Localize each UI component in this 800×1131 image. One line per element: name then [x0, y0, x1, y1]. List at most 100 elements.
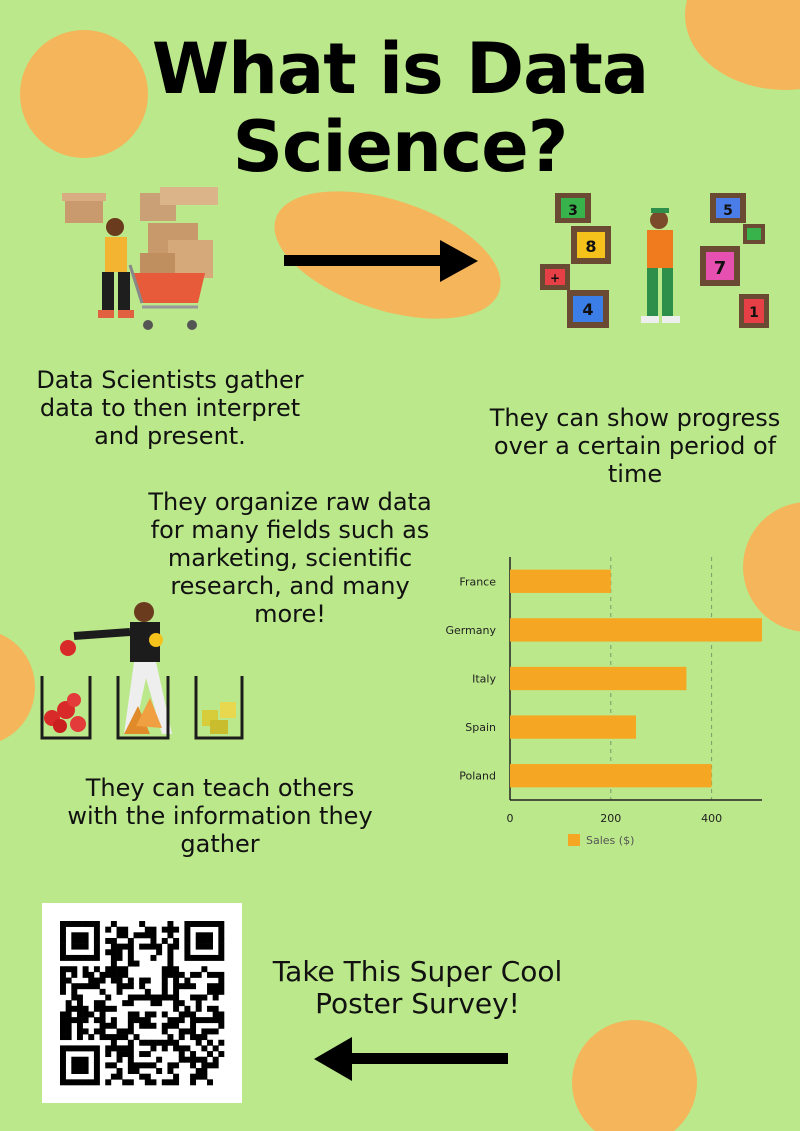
qr-module	[127, 977, 134, 984]
qr-module	[105, 1034, 112, 1041]
qr-module	[127, 937, 134, 944]
qr-module	[212, 954, 219, 961]
category-label: Italy	[472, 673, 496, 686]
qr-module	[71, 921, 78, 927]
qr-module	[76, 983, 83, 990]
category-label: Spain	[465, 721, 496, 734]
x-tick-label: 400	[701, 812, 722, 825]
qr-module	[218, 926, 225, 933]
qr-module	[173, 926, 180, 933]
qr-module	[178, 1011, 185, 1018]
qr-module	[116, 932, 123, 939]
qr-module	[60, 921, 66, 927]
qr-module	[190, 1079, 197, 1086]
qr-module	[161, 937, 168, 944]
qr-module	[93, 943, 100, 950]
qr-module	[122, 1079, 129, 1086]
qr-module	[60, 977, 66, 984]
qr-module	[184, 977, 191, 984]
qr-code-icon[interactable]	[42, 903, 242, 1103]
qr-module	[116, 988, 123, 995]
qr-module	[116, 943, 123, 950]
qr-module	[184, 949, 191, 956]
qr-module	[116, 954, 123, 961]
qr-module	[150, 1022, 157, 1029]
qr-module	[167, 1039, 174, 1046]
qr-module	[122, 971, 129, 978]
qr-module	[201, 943, 208, 950]
qr-module	[184, 926, 191, 933]
qr-module	[195, 921, 202, 927]
qr-module	[110, 1022, 117, 1029]
qr-module	[65, 1022, 72, 1029]
qr-module	[60, 971, 66, 978]
qr-module	[127, 1079, 134, 1086]
qr-module	[60, 937, 66, 944]
svg-text:7: 7	[714, 258, 727, 279]
qr-module	[116, 949, 123, 956]
qr-module	[93, 954, 100, 961]
qr-module	[127, 943, 134, 950]
qr-module	[127, 1045, 134, 1052]
arrow-left-icon	[314, 1037, 508, 1081]
qr-module	[122, 926, 129, 933]
qr-module	[212, 971, 219, 978]
svg-text:8: 8	[585, 237, 596, 256]
qr-module	[116, 1034, 123, 1041]
qr-module	[76, 1028, 83, 1035]
qr-module	[218, 1022, 225, 1029]
qr-module	[144, 1079, 151, 1086]
qr-module	[99, 971, 106, 978]
qr-module	[88, 921, 95, 927]
qr-module	[178, 1045, 185, 1052]
qr-module	[201, 954, 208, 961]
page-title-line-2: Science?	[232, 106, 569, 188]
qr-module	[76, 1062, 83, 1069]
qr-module	[82, 1005, 89, 1012]
qr-module	[65, 977, 72, 984]
qr-module	[150, 1045, 157, 1052]
qr-module	[76, 1045, 83, 1052]
qr-module	[190, 994, 197, 1001]
qr-code-pattern	[60, 921, 225, 1086]
qr-module	[116, 966, 123, 973]
qr-module	[218, 1011, 225, 1018]
qr-module	[139, 977, 146, 984]
qr-module	[99, 1022, 106, 1029]
qr-module	[161, 1079, 168, 1086]
qr-module	[144, 932, 151, 939]
qr-module	[105, 926, 112, 933]
qr-module	[150, 937, 157, 944]
qr-module	[212, 1005, 219, 1012]
qr-module	[207, 1079, 213, 1086]
qr-module	[93, 983, 100, 990]
qr-module	[195, 1056, 202, 1063]
arrow-right-icon	[284, 240, 478, 282]
qr-module	[212, 1045, 219, 1052]
qr-module	[173, 1073, 180, 1080]
qr-module	[60, 1073, 66, 1080]
qr-module	[178, 1017, 185, 1024]
qr-module	[178, 983, 185, 990]
qr-module	[173, 1022, 180, 1029]
qr-module	[65, 921, 72, 927]
qr-module	[167, 1062, 174, 1069]
qr-module	[93, 1062, 100, 1069]
qr-module	[167, 966, 174, 973]
qr-module	[218, 1051, 225, 1058]
qr-module	[212, 988, 219, 995]
sorting-jars-illustration	[40, 602, 244, 740]
qr-module	[144, 926, 151, 933]
qr-module	[88, 1079, 95, 1086]
qr-module	[161, 977, 168, 984]
qr-module	[144, 1051, 151, 1058]
qr-module	[99, 1034, 106, 1041]
qr-module	[99, 988, 106, 995]
qr-module	[71, 966, 78, 973]
qr-module	[82, 966, 89, 973]
qr-module	[190, 1028, 197, 1035]
qr-module	[76, 1017, 83, 1024]
qr-module	[82, 937, 89, 944]
qr-module	[212, 1062, 219, 1069]
qr-module	[212, 1017, 219, 1024]
